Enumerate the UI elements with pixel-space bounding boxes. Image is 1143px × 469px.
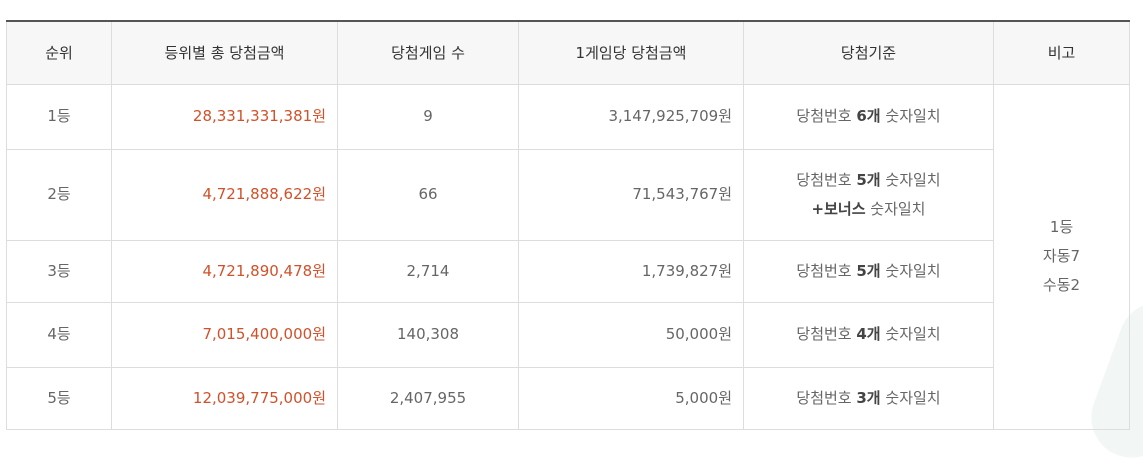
header-total-amount: 등위별 총 당첨금액 xyxy=(111,20,338,85)
criteria-prefix: 당첨번호 xyxy=(796,388,857,407)
per-game-amount-cell: 1,739,827원 xyxy=(518,239,744,303)
remark-line: 자동7 xyxy=(1042,247,1081,265)
criteria-suffix: 숫자일치 xyxy=(880,261,941,280)
rank-cell: 1등 xyxy=(6,83,112,150)
rank-cell: 3등 xyxy=(6,239,112,303)
per-game-amount-cell: 5,000원 xyxy=(518,366,744,430)
rank-cell: 4등 xyxy=(6,301,112,368)
criteria-suffix: 숫자일치 xyxy=(880,388,941,407)
games-cell: 2,407,955 xyxy=(337,366,519,430)
header-per-game-amount: 1게임당 당첨금액 xyxy=(518,20,744,85)
total-amount-cell: 12,039,775,000원 xyxy=(111,366,338,430)
criteria-prefix: 당첨번호 xyxy=(796,170,857,189)
per-game-amount-cell: 71,543,767원 xyxy=(518,148,744,241)
games-cell: 66 xyxy=(337,148,519,241)
criteria-count: 4개 xyxy=(856,325,881,343)
criteria-cell: 당첨번호 5개 숫자일치 xyxy=(743,239,994,303)
header-remarks: 비고 xyxy=(993,20,1130,85)
remark-line: 수동2 xyxy=(1042,276,1081,294)
header-rank: 순위 xyxy=(6,20,112,85)
table-row: 3등 4,721,890,478원 2,714 1,739,827원 당첨번호 … xyxy=(6,239,1130,303)
table-row: 5등 12,039,775,000원 2,407,955 5,000원 당첨번호… xyxy=(6,366,1130,430)
criteria-prefix: 당첨번호 xyxy=(796,261,857,280)
bonus-label: +보너스 xyxy=(811,199,866,218)
criteria-suffix: 숫자일치 xyxy=(880,170,941,189)
remark-line: 1등 xyxy=(1049,218,1074,236)
bonus-suffix: 숫자일치 xyxy=(865,199,926,218)
criteria-line: 당첨번호 5개 숫자일치 xyxy=(755,166,982,195)
table-row: 1등 28,331,331,381원 9 3,147,925,709원 당첨번호… xyxy=(6,83,1130,430)
header-row: 순위 등위별 총 당첨금액 당첨게임 수 1게임당 당첨금액 당첨기준 비고 xyxy=(6,20,1130,85)
criteria-cell: 당첨번호 6개 숫자일치 xyxy=(743,83,994,150)
criteria-prefix: 당첨번호 xyxy=(796,325,857,343)
table-row: 4등 7,015,400,000원 140,308 50,000원 당첨번호 4… xyxy=(6,301,1130,368)
criteria-prefix: 당첨번호 xyxy=(796,107,857,125)
criteria-cell: 당첨번호 5개 숫자일치 +보너스 숫자일치 xyxy=(743,148,994,241)
rank-cell: 2등 xyxy=(6,148,112,241)
remarks-cell: 1등 자동7 수동2 xyxy=(993,83,1130,430)
header-criteria: 당첨기준 xyxy=(743,20,994,85)
rank-cell: 5등 xyxy=(6,366,112,430)
criteria-count: 5개 xyxy=(856,261,881,280)
total-amount-cell: 4,721,888,622원 xyxy=(111,148,338,241)
games-cell: 2,714 xyxy=(337,239,519,303)
per-game-amount-cell: 50,000원 xyxy=(518,301,744,368)
criteria-count: 3개 xyxy=(856,388,881,407)
criteria-count: 6개 xyxy=(856,107,881,125)
criteria-cell: 당첨번호 3개 숫자일치 xyxy=(743,366,994,430)
games-cell: 9 xyxy=(337,83,519,150)
criteria-suffix: 숫자일치 xyxy=(880,107,941,125)
total-amount-cell: 7,015,400,000원 xyxy=(111,301,338,368)
table-row: 2등 4,721,888,622원 66 71,543,767원 당첨번호 5개… xyxy=(6,148,1130,241)
criteria-cell: 당첨번호 4개 숫자일치 xyxy=(743,301,994,368)
prize-table: 순위 등위별 총 당첨금액 당첨게임 수 1게임당 당첨금액 당첨기준 비고 1… xyxy=(6,20,1130,430)
criteria-suffix: 숫자일치 xyxy=(880,325,941,343)
per-game-amount-cell: 3,147,925,709원 xyxy=(518,83,744,150)
games-cell: 140,308 xyxy=(337,301,519,368)
total-amount-cell: 28,331,331,381원 xyxy=(111,83,338,150)
total-amount-cell: 4,721,890,478원 xyxy=(111,239,338,303)
criteria-count: 5개 xyxy=(856,170,881,189)
header-winning-games: 당첨게임 수 xyxy=(337,20,519,85)
bonus-line: +보너스 숫자일치 xyxy=(755,195,982,224)
